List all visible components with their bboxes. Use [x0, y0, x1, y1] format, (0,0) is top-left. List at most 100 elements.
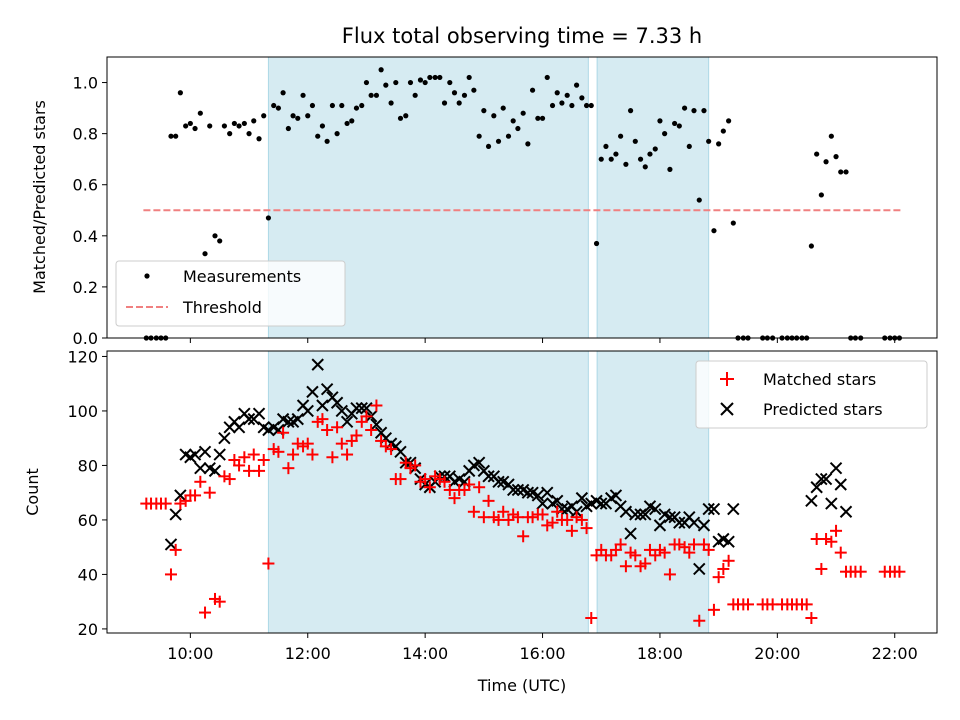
predicted-star-marker — [727, 502, 740, 516]
predicted-star-marker — [707, 502, 721, 516]
measurement-point — [173, 133, 179, 139]
measurement-point — [383, 82, 389, 88]
predicted-star-marker — [164, 538, 178, 551]
top-panel: 0.0 0.2 0.4 0.6 0.8 1.0 Matched/Predicted sta… — [30, 56, 938, 348]
measurement-point — [309, 102, 316, 109]
measurement-point — [627, 108, 634, 114]
matched-star-marker — [565, 524, 578, 537]
measurement-point — [285, 125, 291, 132]
matched-star-marker — [619, 560, 632, 573]
predicted-star-marker — [492, 475, 505, 488]
matched-star-marker — [203, 486, 216, 499]
measurement-point — [393, 79, 399, 86]
measurement-point — [412, 92, 418, 98]
matched-star-marker — [379, 440, 392, 453]
predicted-star-marker — [687, 516, 701, 529]
matched-star-marker — [717, 562, 730, 575]
measurement-point — [529, 87, 536, 93]
matched-star-marker — [287, 448, 300, 461]
predicted-star-marker — [301, 404, 314, 418]
matched-star-marker — [707, 603, 720, 616]
measurement-point — [183, 123, 189, 129]
top-plot-frame — [106, 56, 938, 339]
measurement-point — [623, 161, 629, 167]
matched-star-marker — [526, 511, 539, 524]
matched-star-marker — [815, 562, 828, 575]
measurement-point — [231, 120, 237, 127]
measurement-point — [730, 220, 736, 226]
predicted-star-marker — [619, 505, 633, 518]
measurement-point — [681, 105, 688, 111]
matched-star-marker — [370, 399, 383, 412]
matched-star-marker — [825, 535, 838, 548]
top-legend-box — [115, 260, 346, 327]
measurement-point — [256, 136, 262, 142]
measurement-point — [564, 92, 570, 98]
matched-star-marker — [394, 473, 407, 486]
measurement-point — [437, 74, 443, 81]
predicted-star-marker — [834, 478, 847, 491]
bottom-y-axis-label: Count — [23, 468, 42, 516]
matched-star-marker — [805, 612, 818, 625]
matched-star-marker — [463, 478, 476, 491]
matched-star-marker — [213, 595, 226, 608]
predicted-star-marker — [839, 505, 853, 518]
matched-star-marker — [541, 519, 554, 532]
predicted-star-marker — [306, 385, 319, 399]
predicted-star-marker — [311, 358, 324, 371]
measurement-point — [515, 125, 521, 132]
matched-star-marker — [629, 549, 642, 562]
measurement-point — [461, 92, 468, 98]
measurement-point — [227, 131, 233, 137]
measurement-point — [422, 79, 428, 86]
predicted-star-marker — [805, 494, 818, 508]
matched-star-marker — [169, 543, 182, 556]
measurement-point — [427, 74, 433, 81]
measurement-point — [221, 123, 227, 129]
matched-star-marker — [820, 533, 833, 545]
matched-star-marker — [722, 554, 735, 567]
measurement-point — [236, 123, 242, 129]
measurement-point — [726, 118, 732, 124]
matched-star-marker — [423, 481, 436, 494]
matched-star-marker — [247, 448, 260, 461]
predicted-star-marker — [188, 448, 202, 461]
matched-star-marker — [174, 497, 187, 510]
measurement-point — [520, 110, 526, 116]
bottom-x-tick-label: 20:00 — [754, 644, 800, 663]
measurement-point — [833, 154, 839, 160]
measurement-point — [476, 133, 482, 139]
matched-star-marker — [253, 464, 266, 477]
measurement-point — [652, 146, 658, 152]
measurement-point — [642, 164, 648, 170]
matched-star-marker — [683, 546, 696, 559]
measurement-point — [843, 169, 849, 175]
measurement-point — [403, 113, 409, 119]
predicted-star-marker — [174, 489, 187, 502]
predicted-star-marker — [316, 399, 329, 412]
top-y-axis-label: Matched/Predicted stars — [30, 100, 49, 294]
predicted-star-marker — [291, 412, 304, 426]
matched-star-marker — [575, 513, 588, 526]
matched-star-marker — [438, 475, 451, 488]
predicted-star-marker — [609, 489, 623, 502]
measurement-point — [691, 108, 697, 114]
matched-star-marker — [854, 565, 867, 578]
predicted-star-marker — [624, 527, 637, 540]
predicted-star-marker — [819, 472, 833, 486]
measurement-point — [598, 156, 604, 162]
bottom-legend-box — [695, 360, 928, 429]
measurement-point — [466, 74, 472, 81]
measurement-point — [505, 133, 512, 139]
matched-star-marker — [893, 565, 906, 578]
measurement-point — [349, 118, 355, 124]
matched-star-marker — [331, 421, 344, 434]
measurement-point — [637, 156, 644, 162]
predicted-star-marker — [511, 483, 525, 497]
measurement-point — [329, 102, 336, 109]
measurement-point — [359, 102, 365, 109]
measurement-point — [373, 92, 380, 98]
measurement-point — [696, 197, 702, 203]
predicted-star-marker — [506, 483, 520, 497]
measurement-point — [544, 74, 550, 81]
